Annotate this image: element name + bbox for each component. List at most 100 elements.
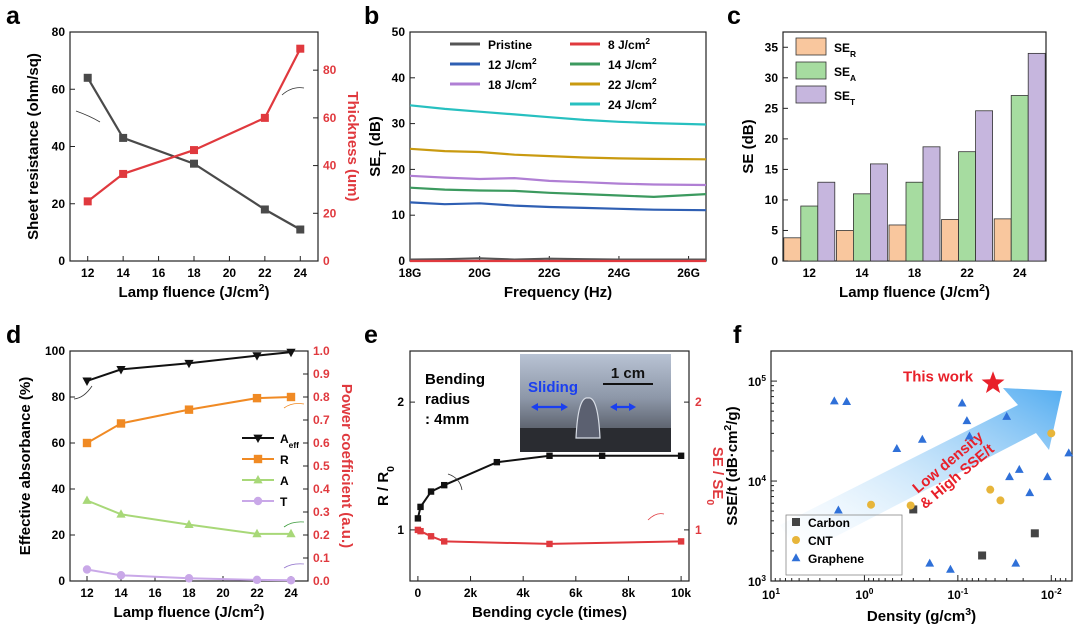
d-xlabel-part-0: Lamp fluence (J/cm [114,604,254,621]
panel-label-f: f [733,321,742,349]
a-series-1-point-0 [83,197,92,206]
b-legend-label-2-part-0: 12 J/cm [488,58,532,72]
d-series-1-point-3 [252,393,262,403]
d-ytick-left-label-0: 0 [58,574,65,588]
a-ytick-right-label-4: 80 [323,63,337,77]
e-ylabel-left-part-1: 0 [385,466,397,472]
d-xtick-label-1: 14 [114,586,128,600]
b-legend-label-0-part-0: Pristine [488,38,532,52]
e-series-0-point-6 [598,452,606,459]
d-xlabel: Lamp fluence (J/cm2) [114,602,265,621]
c-ytick-label-1: 5 [771,223,778,237]
f-legend-marker-0 [792,518,800,526]
f-ytick-label-1-part-1: 4 [761,473,766,483]
c-bar-1-0 [800,205,819,262]
c-ytick-label-7: 35 [765,40,779,54]
f-series-2-point-12 [1043,472,1052,481]
a-series-0-point-4 [296,225,305,234]
f-series-2-point-5 [957,398,967,407]
d-series-1-point-0 [82,438,92,448]
d-ytick-right-label-9: 0.9 [313,367,330,381]
f-series-2-point-11 [1025,488,1035,497]
b-legend-label-3-part-0: 14 J/cm [608,58,652,72]
c-ylabel: SE (dB) [740,119,757,173]
c-legend-label-2: SET [834,89,856,107]
e-xlabel: Bending cycle (times) [472,604,627,621]
f-series-1-point-3 [996,496,1005,505]
f-series-0-point-1 [978,551,987,560]
b-ytick-label-3: 30 [392,117,406,131]
b-xtick-label-1: 20G [468,266,491,280]
d-series-0-point-2 [184,359,194,369]
d-ytick-left-label-4: 80 [52,390,66,404]
c-legend-label-1: SEA [834,65,856,83]
b-xtick-label-0: 18G [399,266,422,280]
d-ylabel-right: Power coefficient (a.u.) [338,384,355,548]
d-series-3-point-1 [116,571,126,580]
f-legend-box [785,514,903,576]
d-legend-marker-2 [253,474,263,484]
a-ytick-right-label-2: 40 [323,159,337,173]
e-xtick-label-4: 8k [622,586,636,600]
d-series-2-point-3 [252,528,262,538]
f-series-2-point-14 [925,558,935,567]
d-series-0-point-1 [116,366,126,375]
a-xtick-label-1: 14 [116,266,130,280]
d-xtick-label-2: 16 [148,586,162,600]
b-legend-label-3: 14 J/cm2 [608,56,657,72]
panel-label-d: d [6,321,21,349]
d-legend-marker-1 [253,454,263,464]
d-ytick-right-label-1: 0.1 [313,551,330,565]
c-ytick-label-5: 25 [765,101,779,115]
a-xlabel: Lamp fluence (J/cm2) [119,282,270,301]
e-annotation-line-1: radius [425,391,470,408]
b-legend-label-4-part-0: 18 J/cm [488,78,532,92]
d-ytick-left-label-5: 100 [45,344,65,358]
d-ylabel-left: Effective absorbance (%) [17,377,34,555]
c-bar-1-3 [958,151,976,262]
b-ytick-label-0: 0 [398,254,405,268]
e-ylabel-left: R / R0 [375,466,397,506]
f-series-2-point-7 [965,431,974,440]
b-legend-label-5-part-1: 2 [652,76,657,86]
d-ytick-right-label-10: 1.0 [313,344,330,358]
d-legend-label-0-part-1: eff [289,440,299,450]
a-xlabel-part-1: 2 [259,282,265,294]
a-series-1-point-4 [296,44,305,53]
f-xlabel-part-2: ) [971,608,976,625]
c-ytick-label-2: 10 [765,193,779,207]
d-ytick-right-label-6: 0.6 [313,436,330,450]
f-series-2-point-9 [1005,472,1014,481]
f-series-0-point-2 [1030,529,1039,538]
c-legend-label-0-part-1: R [850,49,856,59]
a-xlabel-part-2: ) [264,284,269,301]
e-inset-bent-film [575,397,601,439]
f-ytick-label-2: 105 [748,373,766,389]
f-xtick-label-2-part-1: -1 [961,586,969,596]
f-ytick-label-1-part-0: 10 [748,475,762,489]
b-ylabel-part-1: T [377,150,389,157]
b-legend-label-2-part-1: 2 [532,56,537,66]
b-ylabel-part-2: (dB) [367,116,384,150]
c-ytick-label-6: 30 [765,71,779,85]
d-series-0-point-0 [82,377,92,386]
a-ytick-right-label-3: 60 [323,111,337,125]
a-ylabel-left: Sheet resistance (ohm/sq) [25,53,42,240]
b-series-line-0 [409,257,706,261]
a-series-0-point-0 [83,73,92,82]
b-legend-label-6: 24 J/cm2 [608,96,657,112]
c-xtick-label-3: 22 [960,266,974,280]
c-bar-1-1 [853,193,871,262]
c-xtick-label-2: 18 [908,266,922,280]
d-series-3-point-2 [184,574,194,583]
c-legend-swatch-2 [795,85,827,104]
b-legend-label-5-part-0: 22 J/cm [608,78,652,92]
a-arrow-right [281,87,305,96]
f-ytick-label-2-part-0: 10 [748,375,762,389]
c-bar-2-4 [1027,52,1046,262]
b-series-line-6 [409,104,707,126]
e-series-1-point-2 [427,533,435,540]
d-xtick-label-4: 20 [216,586,230,600]
f-ylabel-part-2: /g) [724,406,741,424]
